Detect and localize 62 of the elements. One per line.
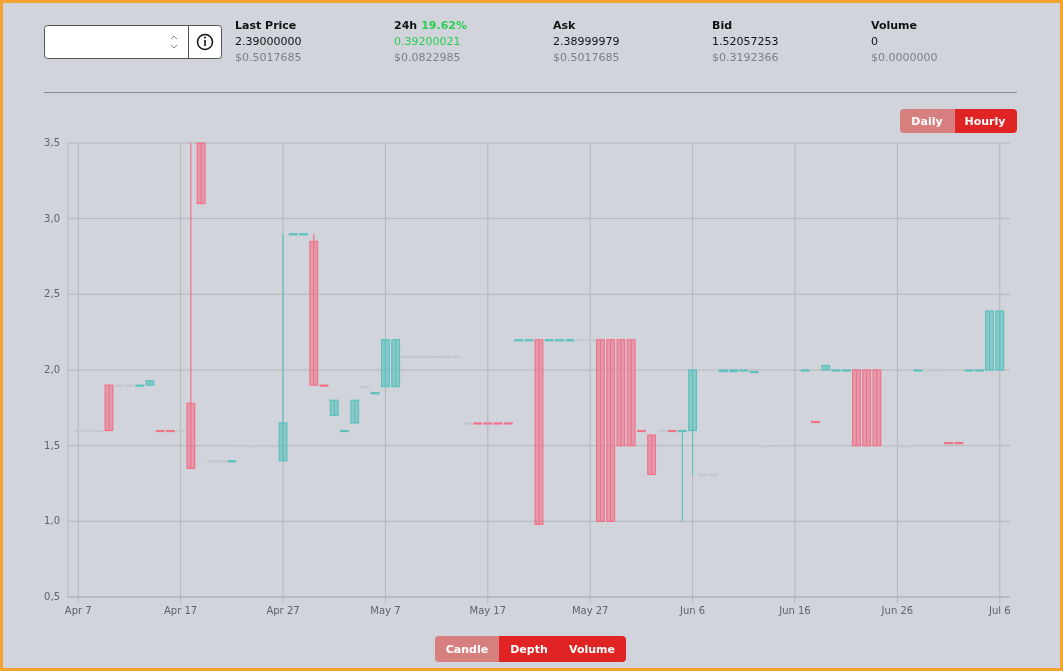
x-tick-label: Jul 6 [987, 605, 1011, 616]
candlestick [350, 399, 360, 424]
x-tick-label: Apr 7 [64, 605, 92, 616]
x-tick-label: May 7 [370, 605, 401, 616]
x-tick-label: Jun 26 [880, 605, 914, 616]
text: 1.52057253 [712, 35, 779, 48]
text: 0 [871, 35, 878, 48]
y-tick-label: 0,5 [44, 591, 60, 602]
candlestick [380, 339, 390, 388]
candlestick [647, 434, 657, 476]
candlestick [596, 339, 605, 522]
candlestick [186, 142, 196, 469]
text: 2.39000000 [235, 35, 302, 48]
text: Daily [911, 115, 943, 128]
y-tick-label: 1,5 [44, 439, 60, 451]
text: Bid [712, 19, 733, 32]
candlestick [821, 364, 831, 371]
x-tick-label: Apr 27 [266, 605, 300, 616]
candlestick [872, 369, 882, 447]
text: 0.39200021 [394, 35, 461, 48]
text: Candle [445, 643, 489, 656]
x-tick-label: May 17 [469, 605, 507, 616]
y-tick-label: 3,0 [44, 212, 60, 224]
text: $0.5017685 [235, 51, 302, 64]
text: Last Price [235, 19, 297, 32]
text: Volume [569, 643, 615, 656]
text: 24h [394, 19, 418, 32]
candlestick [677, 429, 687, 522]
candlestick [862, 369, 872, 447]
candlestick [606, 339, 616, 522]
candlestick [688, 369, 698, 476]
candlestick [196, 142, 206, 205]
text: Depth [510, 643, 548, 656]
candlestick [391, 339, 401, 388]
y-tick-label: 2,5 [44, 288, 60, 300]
text: Volume [871, 19, 917, 32]
text: $0.3192366 [712, 51, 779, 64]
candlestick [995, 310, 1005, 371]
text: $0.0000000 [871, 51, 938, 64]
y-tick-label: 1,0 [44, 515, 60, 527]
candlestick [718, 369, 728, 373]
candlestick [534, 339, 544, 525]
text: 19.62% [421, 19, 467, 32]
candlestick [626, 339, 636, 447]
text: Hourly [964, 115, 1006, 128]
candlestick [729, 369, 738, 373]
x-tick-label: May 27 [571, 605, 609, 616]
candlestick [145, 379, 155, 386]
candlestick [851, 369, 861, 447]
candlestick [616, 339, 626, 447]
text: Ask [553, 19, 577, 32]
candlestick [985, 310, 994, 371]
x-tick-label: Jun 6 [679, 605, 706, 616]
text: $0.5017685 [553, 51, 620, 64]
candlestick [309, 233, 319, 386]
y-tick-label: 3,5 [44, 137, 60, 148]
text: $0.0822985 [394, 51, 461, 64]
x-tick-label: Apr 17 [164, 605, 198, 616]
candlestick [104, 384, 114, 432]
x-tick-label: Jun 16 [778, 605, 811, 616]
y-tick-label: 2,0 [44, 364, 60, 375]
text: 2.38999979 [553, 35, 620, 48]
